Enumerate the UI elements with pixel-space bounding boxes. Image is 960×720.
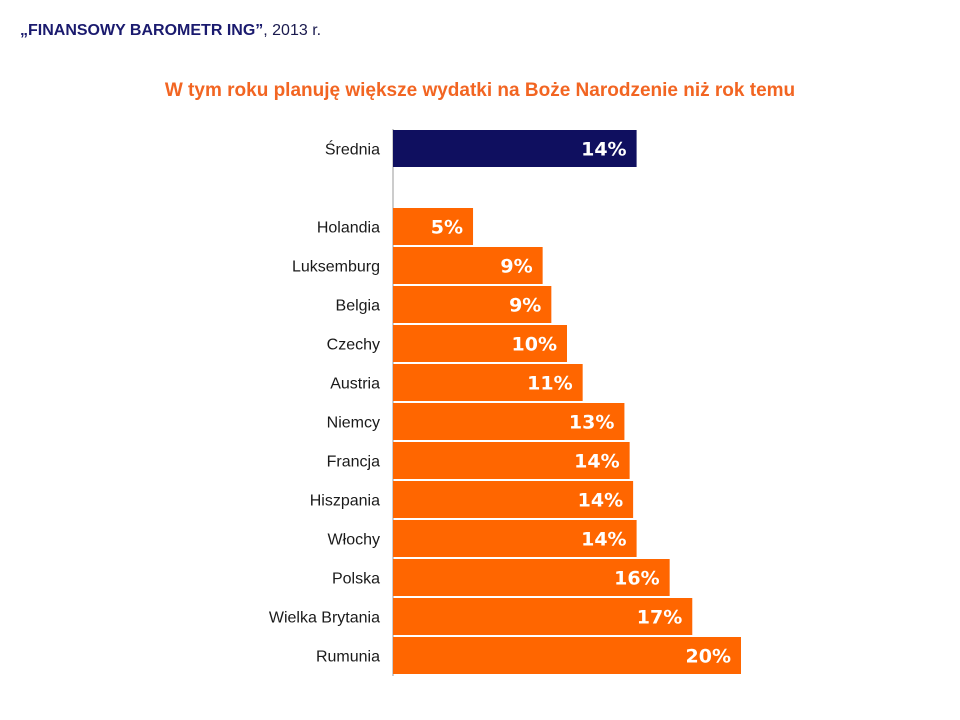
category-label-wlochy: Włochy <box>328 532 380 549</box>
value-label-austria: 11% <box>527 373 572 395</box>
value-label-hiszpania: 14% <box>578 490 623 512</box>
bar-hiszpania <box>393 481 634 518</box>
bar-luksemburg <box>393 247 543 284</box>
value-label-francja: 14% <box>574 451 619 473</box>
value-label-czechy: 10% <box>512 334 557 356</box>
bar-holandia <box>393 208 474 245</box>
value-label-rumunia: 20% <box>686 646 731 668</box>
bar-wielka-brytania <box>393 598 693 635</box>
category-label-belgia: Belgia <box>336 298 381 315</box>
bar-niemcy <box>393 403 625 440</box>
bar-francja <box>393 442 630 479</box>
value-label-wlochy: 14% <box>581 529 626 551</box>
value-label-polska: 16% <box>614 568 659 590</box>
category-label-luksemburg: Luksemburg <box>292 259 380 276</box>
value-label-luksemburg: 9% <box>500 256 532 278</box>
category-label-rumunia: Rumunia <box>316 649 380 666</box>
value-label-srednia: 14% <box>581 139 626 161</box>
bar-polska <box>393 559 670 596</box>
value-label-holandia: 5% <box>431 217 463 239</box>
bar-austria <box>393 364 583 401</box>
report-brand: „FINANSOWY BAROMETR ING” <box>20 22 264 39</box>
category-label-polska: Polska <box>332 571 380 588</box>
bar-rumunia <box>393 637 741 674</box>
value-label-wielka-brytania: 17% <box>637 607 682 629</box>
bar-belgia <box>393 286 552 323</box>
report-header: „FINANSOWY BAROMETR ING”, 2013 r. <box>20 22 321 40</box>
value-label-niemcy: 13% <box>569 412 614 434</box>
category-label-holandia: Holandia <box>317 220 380 237</box>
bar-wlochy <box>393 520 637 557</box>
bar-srednia <box>393 130 637 167</box>
category-label-hiszpania: Hiszpania <box>310 493 380 510</box>
value-label-belgia: 9% <box>509 295 541 317</box>
category-label-czechy: Czechy <box>327 337 380 354</box>
bar-czechy <box>393 325 567 362</box>
report-year: , 2013 r. <box>263 22 322 39</box>
category-label-francja: Francja <box>327 454 380 471</box>
category-label-srednia: Średnia <box>325 140 380 159</box>
category-label-wielka-brytania: Wielka Brytania <box>269 610 380 627</box>
category-label-austria: Austria <box>330 376 380 393</box>
category-label-niemcy: Niemcy <box>327 415 380 432</box>
chart-title: W tym roku planuję większe wydatki na Bo… <box>164 80 796 101</box>
